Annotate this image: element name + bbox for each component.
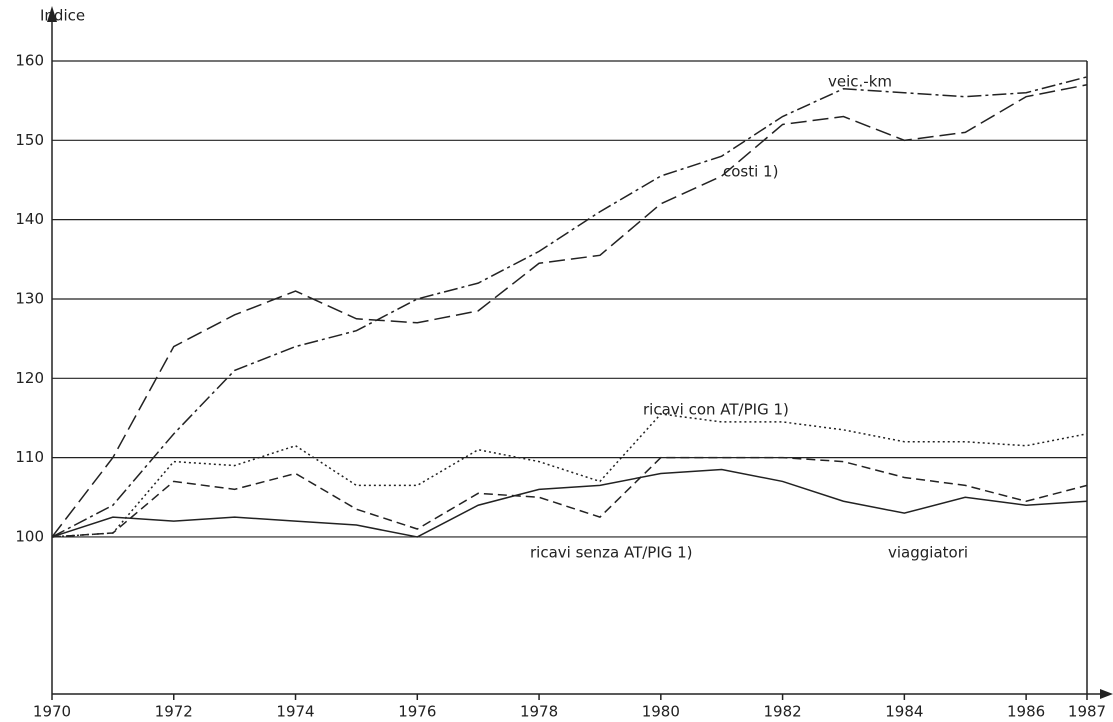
x-tick-label: 1987 [1068, 703, 1106, 721]
x-tick-label: 1986 [1007, 703, 1045, 721]
y-tick-label: 110 [15, 448, 44, 466]
series-label: viaggiatori [888, 544, 968, 562]
x-tick-label: 1982 [763, 703, 801, 721]
y-tick-label: 160 [15, 52, 44, 70]
y-tick-label: 120 [15, 369, 44, 387]
y-tick-label: 150 [15, 131, 44, 149]
series-label: veic.-km [828, 73, 892, 91]
x-tick-label: 1980 [642, 703, 680, 721]
x-tick-label: 1972 [155, 703, 193, 721]
series-line [51, 84, 1088, 538]
series-label: ricavi senza AT/PIG 1) [530, 544, 693, 562]
y-arrow [47, 6, 57, 22]
x-tick-label: 1974 [276, 703, 314, 721]
series-label: costi 1) [723, 163, 778, 181]
x-tick-label: 1970 [33, 703, 71, 721]
series-line [51, 456, 1088, 538]
series-line [51, 413, 1088, 538]
series-line [51, 468, 1088, 538]
x-arrow [1100, 689, 1113, 699]
x-tick-label: 1976 [398, 703, 436, 721]
y-axis-label: Indice [40, 7, 85, 25]
y-tick-label: 100 [15, 527, 44, 545]
y-tick-label: 130 [15, 289, 44, 307]
series-label: ricavi con AT/PIG 1) [643, 401, 789, 419]
x-tick-label: 1984 [885, 703, 923, 721]
y-tick-label: 140 [15, 210, 44, 228]
x-tick-label: 1978 [520, 703, 558, 721]
series-line [51, 76, 1088, 538]
